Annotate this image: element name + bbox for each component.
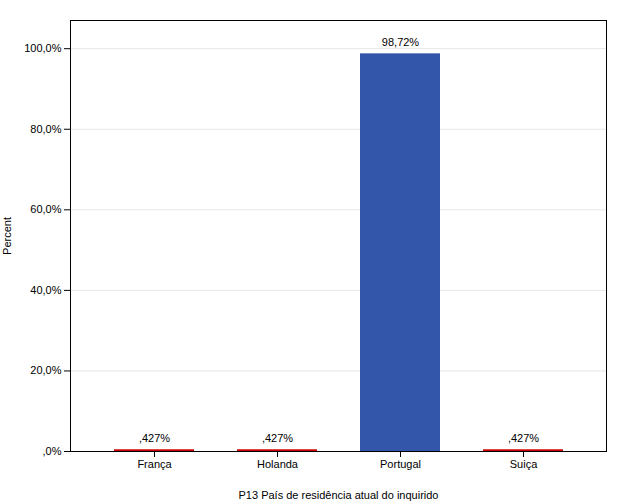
svg-text:80,0%: 80,0% [30, 123, 61, 135]
svg-text:40,0%: 40,0% [30, 284, 61, 296]
svg-text:P13 País de residência atual d: P13 País de residência atual do inquirid… [239, 489, 439, 501]
svg-text:20,0%: 20,0% [30, 364, 61, 376]
svg-text:,427%: ,427% [262, 432, 293, 444]
svg-text:Percent: Percent [1, 217, 13, 255]
svg-text:Holanda: Holanda [257, 458, 299, 470]
svg-text:Portugal: Portugal [380, 458, 421, 470]
svg-text:,427%: ,427% [508, 432, 539, 444]
svg-text:60,0%: 60,0% [30, 203, 61, 215]
svg-text:,0%: ,0% [43, 445, 62, 457]
svg-text:França: França [137, 458, 172, 470]
svg-text:100,0%: 100,0% [24, 42, 62, 54]
svg-text:,427%: ,427% [139, 432, 170, 444]
svg-text:98,72%: 98,72% [382, 36, 420, 48]
svg-text:Suiça: Suiça [510, 458, 538, 470]
